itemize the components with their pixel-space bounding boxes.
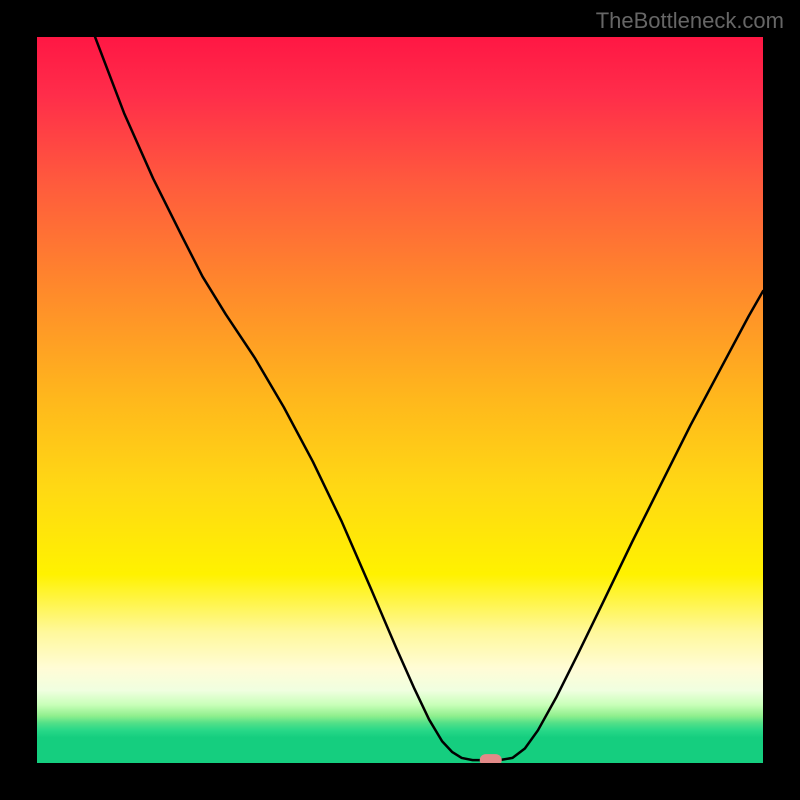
- watermark-text: TheBottleneck.com: [596, 8, 784, 34]
- optimal-marker: [480, 754, 502, 763]
- plot-area: [37, 37, 763, 763]
- chart-svg: [37, 37, 763, 763]
